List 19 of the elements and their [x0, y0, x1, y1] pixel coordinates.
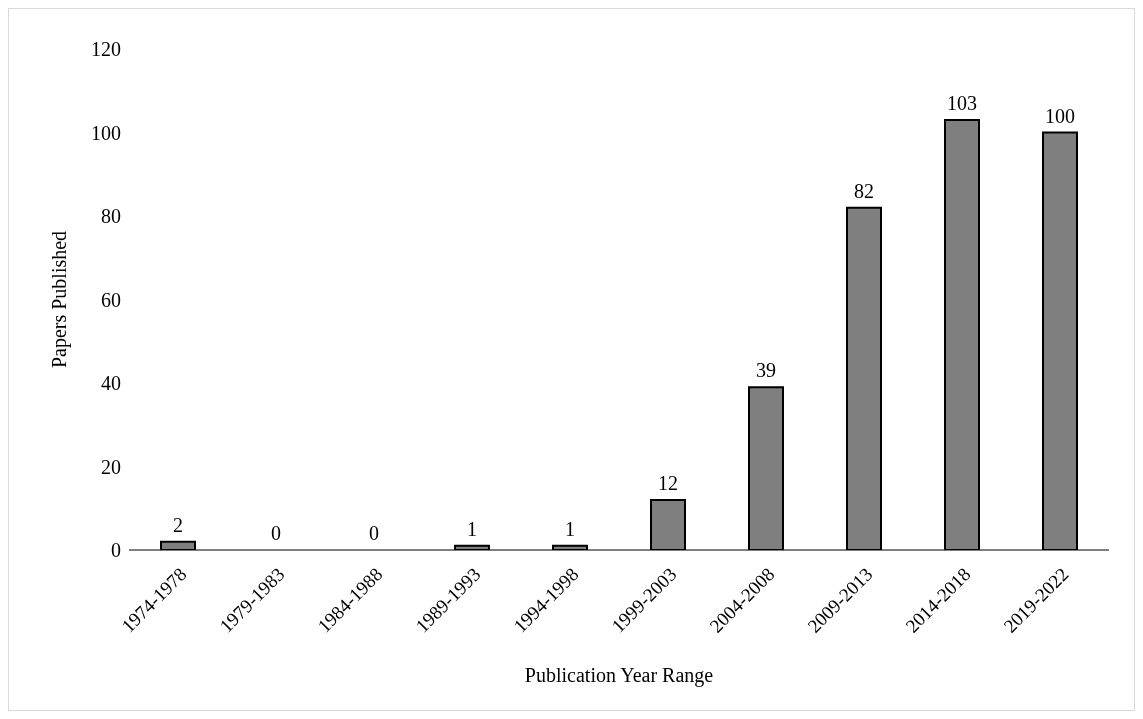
y-tick-label: 40 [101, 372, 121, 395]
y-tick-label: 80 [101, 205, 121, 228]
data-label: 12 [658, 471, 678, 494]
data-label: 0 [369, 522, 379, 544]
y-axis-title: Papers Published [48, 230, 72, 369]
y-tick-label: 20 [101, 455, 121, 478]
data-label: 100 [1045, 104, 1075, 127]
y-tick-label: 100 [91, 121, 121, 144]
y-tick-label: 120 [91, 38, 121, 61]
x-axis-title: Publication Year Range [524, 664, 714, 687]
data-label: 1 [565, 517, 575, 540]
data-label: 2 [173, 513, 183, 536]
y-tick-label: 0 [111, 539, 121, 562]
data-label: 82 [854, 179, 874, 202]
y-tick-label: 60 [101, 288, 121, 311]
data-label: 39 [756, 359, 776, 382]
data-label: 0 [271, 522, 281, 544]
data-label: 103 [947, 91, 977, 114]
data-label: 1 [467, 517, 477, 540]
